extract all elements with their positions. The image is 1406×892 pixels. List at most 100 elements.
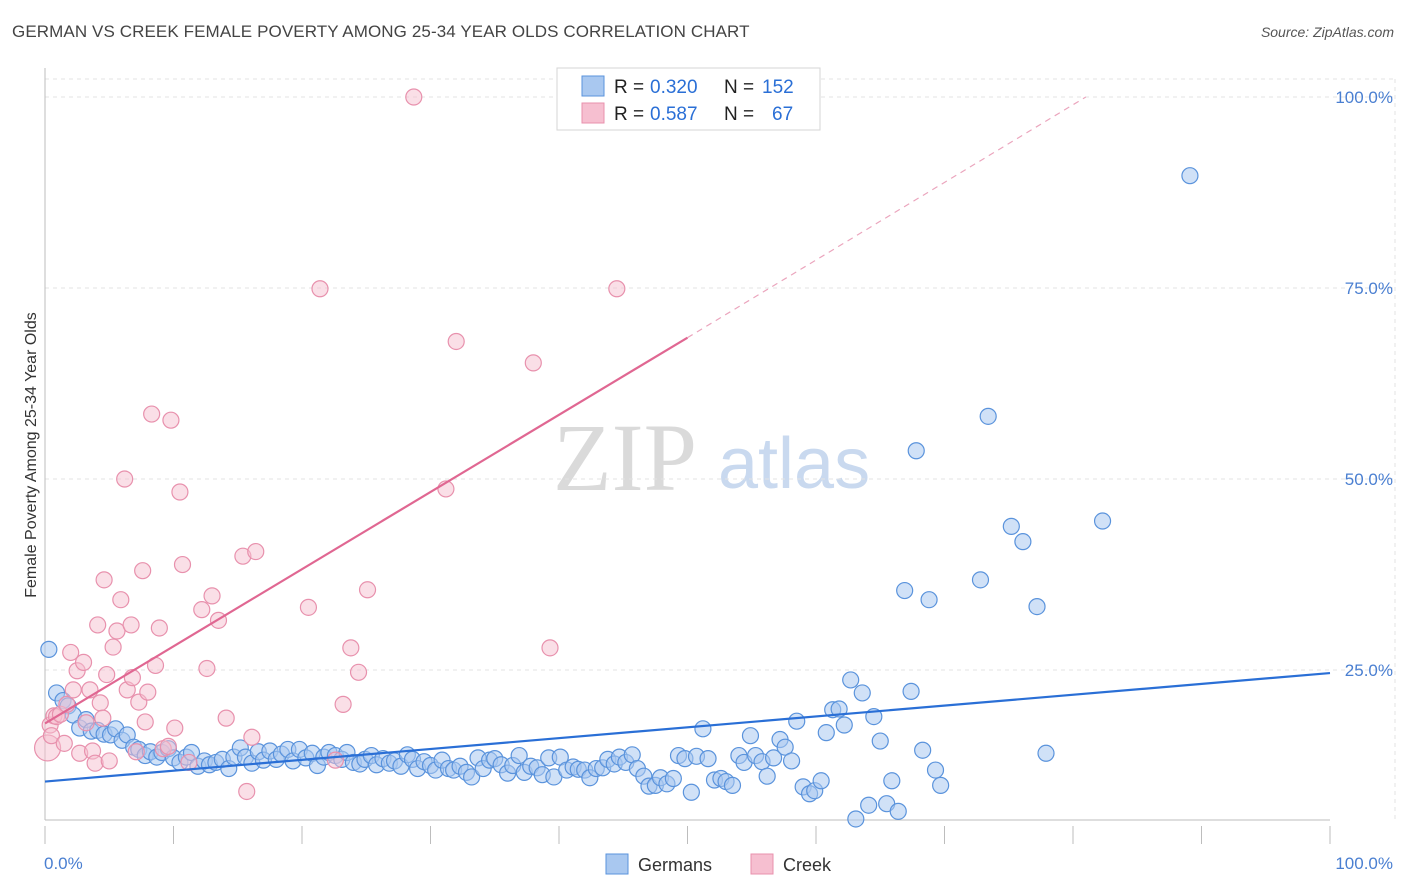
germans-point: [847, 810, 865, 828]
germans-point: [699, 750, 717, 768]
y-tick-label: 75.0%: [1345, 279, 1393, 298]
germans-point: [1028, 597, 1046, 616]
creek-point: [173, 555, 192, 574]
creek-point: [64, 681, 82, 699]
creek-point: [42, 727, 61, 745]
germans-points: [40, 167, 1199, 828]
creek-point: [342, 639, 360, 657]
legend-n-label-germans: N =: [724, 77, 754, 98]
creek-point: [524, 354, 542, 372]
creek-point: [104, 638, 122, 656]
germans-point: [842, 671, 860, 689]
germans-point: [830, 700, 848, 718]
germans-point: [889, 802, 907, 820]
germans-point: [758, 767, 776, 785]
germans-point: [902, 682, 920, 700]
creek-point: [198, 659, 216, 678]
regression-lines: [44, 96, 1331, 783]
germans-point: [510, 746, 528, 765]
creek-point: [98, 665, 116, 684]
creek-point: [217, 709, 235, 727]
germans-point: [907, 442, 925, 460]
germans-point: [764, 749, 783, 767]
legend-swatch-germans: [581, 75, 605, 97]
creek-point: [136, 713, 154, 731]
y-tick-label: 25.0%: [1345, 661, 1393, 680]
x-tick-label: 100.0%: [1335, 854, 1393, 873]
germans-point: [920, 591, 938, 609]
creek-point: [62, 643, 80, 662]
bottom-legend-swatch-creek: [750, 853, 774, 875]
creek-point: [55, 734, 73, 752]
creek-point: [541, 639, 559, 657]
legend: R = 0.320 N = 152 R = 0.587 N = 67: [556, 67, 821, 131]
germans-point: [741, 727, 760, 745]
germans-point: [463, 768, 481, 786]
creek-points: [33, 88, 626, 801]
germans-point: [788, 712, 806, 730]
creek-point: [74, 653, 93, 671]
creek-point: [86, 754, 104, 772]
axes: [44, 68, 1331, 844]
germans-point: [835, 716, 853, 734]
creek-point: [89, 616, 107, 634]
creek-point: [405, 88, 423, 106]
creek-point: [95, 571, 113, 589]
germans-point: [776, 738, 794, 756]
creek-point: [91, 694, 109, 712]
germans-point: [1014, 533, 1032, 551]
creek-point: [159, 737, 177, 756]
watermark-atlas: atlas: [718, 424, 870, 504]
creek-point: [247, 542, 265, 561]
creek-point: [334, 695, 352, 713]
creek-point: [108, 622, 126, 640]
y-tick-label: 50.0%: [1345, 470, 1393, 489]
germans-point: [1181, 167, 1199, 185]
x-tick-labels: 0.0% 100.0%: [44, 854, 1393, 873]
germans-regression-line: [44, 671, 1331, 783]
germans-point: [812, 772, 830, 790]
germans-point: [896, 581, 914, 600]
legend-n-value-germans: 152: [762, 77, 794, 98]
chart-title: GERMAN VS CREEK FEMALE POVERTY AMONG 25-…: [12, 22, 750, 41]
germans-point: [971, 571, 990, 589]
creek-regression-extension: [687, 96, 1087, 339]
legend-n-value-creek: 67: [772, 104, 793, 125]
creek-point: [193, 601, 211, 619]
creek-point: [166, 719, 184, 737]
creek-point: [150, 619, 168, 637]
x-tick-label: 0.0%: [44, 854, 83, 873]
legend-n-label-creek: N =: [724, 104, 754, 125]
watermark-zip: ZIP: [553, 404, 697, 511]
y-axis-label: Female Poverty Among 25-34 Year Olds: [23, 312, 40, 598]
creek-point: [608, 280, 626, 298]
germans-point: [782, 752, 801, 770]
bottom-legend-swatch-germans: [605, 853, 629, 875]
bottom-legend-label-germans: Germans: [638, 855, 712, 875]
source-label: Source: ZipAtlas.com: [1260, 24, 1394, 40]
germans-point: [682, 783, 700, 801]
germans-point: [694, 720, 712, 738]
creek-point: [171, 483, 189, 501]
creek-point: [112, 591, 130, 609]
germans-point: [664, 769, 682, 788]
creek-point: [122, 616, 140, 634]
germans-point: [723, 776, 742, 794]
germans-point: [1093, 512, 1112, 530]
creek-point: [77, 714, 95, 732]
creek-point: [326, 751, 345, 769]
germans-point: [926, 761, 945, 779]
creek-regression-line: [44, 336, 689, 725]
bottom-legend: Germans Creek: [605, 853, 832, 875]
legend-r-value-germans: 0.320: [650, 77, 698, 98]
creek-point: [127, 743, 145, 761]
creek-point: [243, 728, 261, 746]
germans-point: [883, 772, 901, 790]
germans-point: [1002, 517, 1020, 535]
creek-point: [311, 280, 329, 298]
germans-point: [932, 776, 950, 794]
legend-r-label-germans: R =: [614, 77, 644, 98]
creek-point: [238, 782, 256, 801]
germans-point: [1037, 744, 1055, 762]
